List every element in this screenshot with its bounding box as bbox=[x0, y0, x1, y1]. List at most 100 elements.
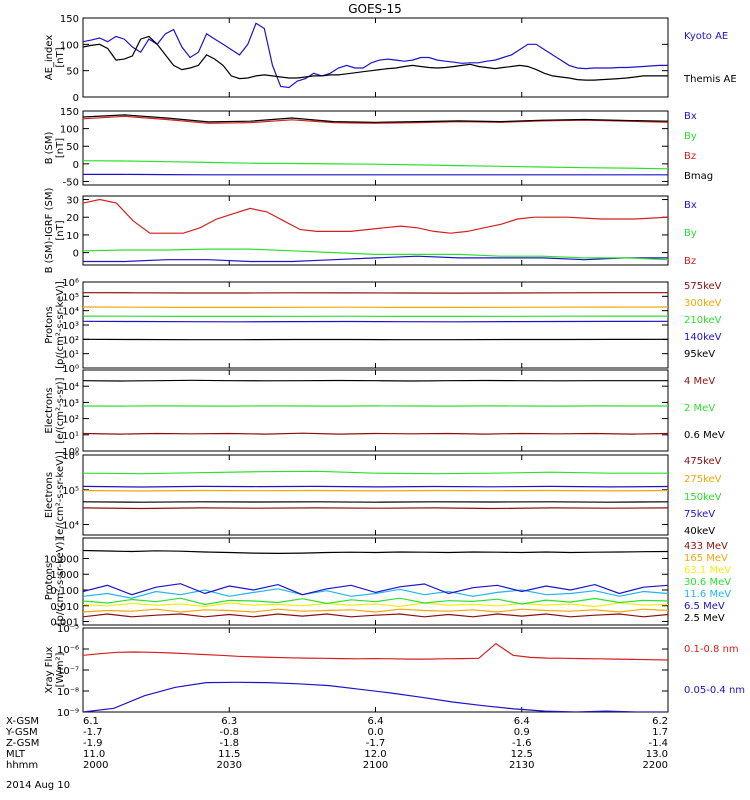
ephemeris-value: -1.7 bbox=[366, 738, 386, 749]
legend-label: Bx bbox=[684, 200, 697, 211]
legend-label: By bbox=[684, 131, 697, 142]
series-line-themis-ae bbox=[83, 35, 668, 81]
y-tick-label: 10⁻⁵ bbox=[57, 624, 79, 635]
series-line-bx bbox=[83, 255, 668, 263]
y-tick-label: 10⁶ bbox=[62, 451, 79, 462]
series-line-0.6-mev bbox=[83, 379, 668, 382]
ephemeris-value: -0.8 bbox=[219, 727, 239, 738]
y-tick-label: 150 bbox=[60, 107, 79, 118]
y-tick-label: 10 bbox=[66, 231, 79, 242]
y-tick-label: 0.010 bbox=[50, 602, 79, 613]
y-axis-label: [e/(cm²-s-sr)] bbox=[55, 377, 66, 443]
legend-label: 30.6 MeV bbox=[684, 577, 731, 588]
panel-ae: 0 50 100 150 AE_index [nT] Kyoto AE Themis AE bbox=[44, 14, 737, 104]
legend-label: Kyoto AE bbox=[684, 31, 728, 42]
y-axis-label: [nT] bbox=[55, 138, 66, 158]
y-tick-label: 10⁰ bbox=[62, 447, 79, 458]
legend-label: 40keV bbox=[684, 526, 715, 537]
ephemeris-value: 1.7 bbox=[652, 727, 668, 738]
series-line-by bbox=[83, 160, 668, 170]
ephemeris-value: -1.8 bbox=[219, 738, 239, 749]
ephemeris-value: 12.0 bbox=[364, 749, 386, 760]
legend-label: Themis AE bbox=[683, 74, 737, 85]
y-tick-label: 50 bbox=[66, 67, 79, 78]
series-line-6.5-mev bbox=[83, 583, 668, 596]
y-tick-label: 10¹ bbox=[62, 350, 79, 361]
ephemeris-row-label: hhmm bbox=[6, 760, 38, 771]
panel-bsm: -50 0 50 100 150 B (SM) [nT] Bx By Bz Bmag bbox=[44, 107, 713, 188]
legend-label: 2 MeV bbox=[684, 403, 715, 414]
plot-title: GOES-15 bbox=[348, 2, 402, 16]
y-axis-label: Electrons bbox=[44, 472, 55, 518]
y-tick-label: 20 bbox=[66, 213, 79, 224]
legend-label: 433 MeV bbox=[684, 541, 728, 552]
series-line-2.5-mev bbox=[83, 549, 668, 555]
legend-label: 2.5 MeV bbox=[684, 613, 725, 624]
y-tick-label: 10² bbox=[62, 335, 79, 346]
y-tick-label: 10⁴ bbox=[62, 307, 79, 318]
y-tick-label: 10⁻⁷ bbox=[57, 666, 79, 677]
ephemeris-row-label: MLT bbox=[6, 749, 26, 760]
series-line-0.1-0.8-nm bbox=[83, 642, 668, 661]
ephemeris-date: 2014 Aug 10 bbox=[6, 780, 70, 791]
legend-label: 0.6 MeV bbox=[684, 430, 725, 441]
y-tick-label: 10¹ bbox=[62, 431, 79, 442]
ephemeris-value: 6.3 bbox=[221, 716, 237, 727]
y-tick-label: 10⁻⁶ bbox=[57, 645, 79, 656]
series-line-63.1-mev bbox=[83, 602, 668, 608]
y-axis-label: Protons bbox=[44, 563, 55, 600]
y-tick-label: 10² bbox=[62, 415, 79, 426]
y-tick-label: 10.000 bbox=[44, 554, 79, 565]
ephemeris-value: 6.4 bbox=[368, 716, 384, 727]
y-tick-label: 100 bbox=[60, 125, 79, 136]
panel-electrons2: 10⁴ 10⁵ 10⁶ Electrons [e/(cm²-s-sr-keV)] 475k… bbox=[44, 451, 722, 539]
legend-label: Bz bbox=[684, 256, 696, 267]
series-line-11.6-mev bbox=[83, 588, 668, 599]
y-tick-label: 10⁴ bbox=[62, 521, 79, 532]
series-line-150kev bbox=[83, 470, 668, 475]
y-tick-label: 0 bbox=[73, 93, 79, 104]
y-axis-label: [p/(cm²-s-sr-keV)] bbox=[55, 538, 66, 626]
y-axis-label: Electrons bbox=[44, 387, 55, 433]
ephemeris-value: 2030 bbox=[217, 760, 242, 771]
y-tick-label: 1.000 bbox=[50, 570, 79, 581]
legend-label: 4 MeV bbox=[684, 376, 715, 387]
legend-label: Bmag bbox=[684, 171, 713, 182]
y-tick-label: 10⁰ bbox=[62, 364, 79, 375]
y-tick-label: 10⁴ bbox=[62, 382, 79, 393]
legend-label: 75keV bbox=[684, 509, 715, 520]
panel-electrons1: 10⁰ 10¹ 10² 10³ 10⁴ Electrons [e/(cm²-s-sr)] 4 … bbox=[44, 369, 725, 458]
series-line-bz bbox=[83, 115, 668, 124]
panel-frame bbox=[82, 17, 669, 98]
ephemeris-value: 2100 bbox=[363, 760, 388, 771]
ephemeris-value: 11.0 bbox=[83, 749, 105, 760]
y-tick-label: 30 bbox=[66, 196, 79, 207]
y-tick-label: 0.100 bbox=[50, 586, 79, 597]
ephemeris-value: 0.0 bbox=[368, 727, 384, 738]
series-line-bz bbox=[83, 198, 668, 234]
legend-label: 275keV bbox=[684, 474, 722, 485]
legend-label: 475keV bbox=[684, 456, 722, 467]
y-axis-label: B (SM)-IGRF (SM) bbox=[44, 188, 55, 274]
ephemeris-row-label: X-GSM bbox=[6, 716, 39, 727]
series-line-by bbox=[83, 248, 668, 261]
ephemeris-value: -1.4 bbox=[648, 738, 668, 749]
legend-label: 300keV bbox=[684, 298, 722, 309]
series-line-433-mev bbox=[83, 613, 668, 618]
ephemeris-value: 2200 bbox=[643, 760, 668, 771]
y-tick-label: 150 bbox=[60, 14, 79, 25]
ephemeris-value: 2130 bbox=[509, 760, 534, 771]
y-axis-label: [W/m²] bbox=[55, 652, 66, 687]
y-tick-label: 10⁻⁸ bbox=[57, 687, 79, 698]
y-axis-label: [nT] bbox=[55, 220, 66, 240]
series-line-30.6-mev bbox=[83, 597, 668, 606]
series-line-bmag bbox=[83, 114, 668, 123]
legend-label: 63.1 MeV bbox=[684, 565, 731, 576]
legend-label: By bbox=[684, 228, 697, 239]
ephemeris-value: 0.9 bbox=[514, 727, 530, 738]
y-tick-label: 50 bbox=[66, 142, 79, 153]
series-line-75kev bbox=[83, 485, 668, 488]
